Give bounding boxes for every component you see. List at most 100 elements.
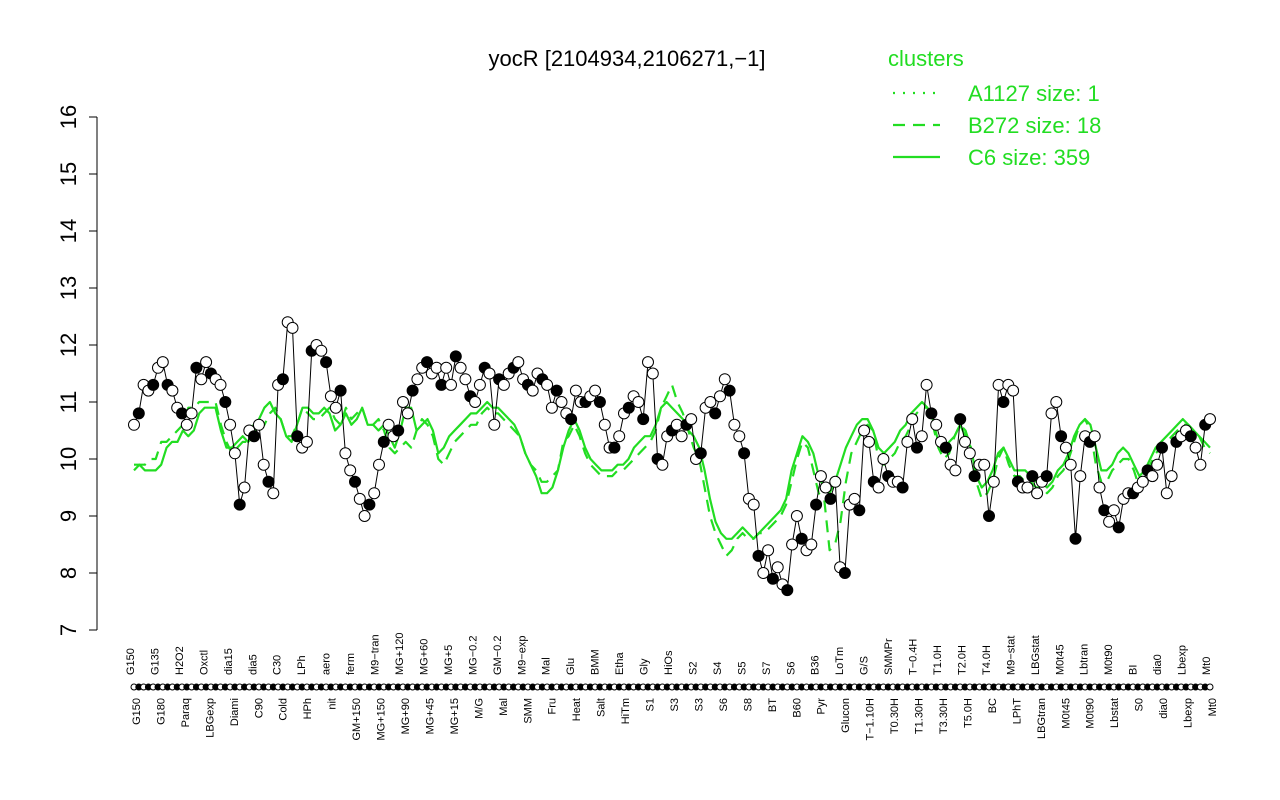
x-tick-label-bottom: MG+45 xyxy=(425,698,437,734)
x-tick-label-bottom: Fru xyxy=(547,698,559,715)
x-tick-label-bottom: Glucon xyxy=(840,698,852,733)
data-point xyxy=(646,367,659,380)
data-point xyxy=(224,418,237,431)
data-point xyxy=(805,538,818,551)
legend-label: B272 size: 18 xyxy=(968,113,1101,138)
data-point xyxy=(858,424,871,437)
x-tick-label-top: MG+60 xyxy=(419,639,431,675)
x-tick-label-top: HiOs xyxy=(663,650,675,675)
data-point xyxy=(925,407,938,420)
data-point xyxy=(349,475,361,488)
data-point xyxy=(987,475,1000,488)
x-tick-label-top: dia0 xyxy=(1152,654,1164,675)
data-point xyxy=(219,396,232,408)
data-point xyxy=(545,401,558,414)
y-tick-label: 12 xyxy=(56,333,81,357)
x-tick-label-bottom: HiTm xyxy=(620,698,632,724)
x-tick-label-bottom: dia0 xyxy=(1158,698,1170,719)
data-point xyxy=(829,475,842,488)
data-point xyxy=(257,458,270,471)
x-tick-label-bottom: B60 xyxy=(791,698,803,718)
x-tick-label-top: T−0.4H xyxy=(908,639,920,675)
x-tick-label-top: SMMPr xyxy=(883,638,895,675)
x-tick-label-bottom: LBGexp xyxy=(204,698,216,738)
x-tick-label-top: M9−exp xyxy=(516,636,528,675)
x-tick-label-top: H2O2 xyxy=(174,646,186,675)
data-point xyxy=(488,418,501,431)
data-point xyxy=(382,418,395,431)
x-tick-label-bottom: S3 xyxy=(694,698,706,711)
x-tick-label-top: T1.0H xyxy=(932,645,944,675)
data-point xyxy=(497,378,510,391)
data-point xyxy=(1050,396,1063,408)
y-tick-label: 11 xyxy=(56,391,81,414)
data-point xyxy=(228,447,241,460)
data-point xyxy=(344,464,357,477)
x-tick-label-top: G150 xyxy=(125,648,137,675)
x-tick-label-top: Gly xyxy=(639,658,651,675)
data-point xyxy=(872,481,885,494)
data-point xyxy=(363,498,376,511)
data-point xyxy=(862,435,875,448)
legend-label: C6 size: 359 xyxy=(968,145,1090,170)
data-point xyxy=(190,361,203,374)
data-point xyxy=(252,418,265,431)
data-point xyxy=(704,396,717,408)
x-tick-label-bottom: S1 xyxy=(645,698,657,711)
x-tick-label-top: M9−stat xyxy=(1005,636,1017,675)
x-tick-label-bottom: T3.30H xyxy=(938,698,950,734)
x-tick-label-top: LoTm xyxy=(834,647,846,675)
data-point xyxy=(1045,407,1058,420)
data-point xyxy=(358,510,371,522)
data-point xyxy=(819,481,832,494)
x-tick-label-bottom: HPh xyxy=(302,698,314,719)
rug-marker xyxy=(1206,683,1214,691)
data-point xyxy=(1074,470,1087,483)
data-point xyxy=(723,384,736,397)
data-point xyxy=(565,413,578,426)
x-tick-label-bottom: M/G xyxy=(473,698,485,719)
data-point xyxy=(920,378,933,391)
data-points xyxy=(128,316,1216,597)
data-point xyxy=(1204,413,1216,426)
data-point xyxy=(718,373,731,386)
x-tick-label-top: aero xyxy=(321,653,333,675)
data-point xyxy=(656,458,669,471)
data-point xyxy=(762,544,775,557)
x-tick-label-bottom: G150 xyxy=(131,698,143,725)
data-point xyxy=(694,447,707,460)
x-tick-label-top: M9−tran xyxy=(370,634,382,675)
chart-title-group: yocR [2104934,2106271,−1] xyxy=(488,46,765,71)
data-point xyxy=(814,470,827,483)
data-point xyxy=(1136,475,1149,488)
x-tick-label-top: Mal xyxy=(541,657,553,675)
x-tick-label-top: Mt0 xyxy=(1201,657,1213,675)
x-tick-label-top: Lbexp xyxy=(1177,645,1189,675)
x-tick-label-top: Oxctl xyxy=(198,650,210,675)
x-tick-label-bottom: S6 xyxy=(718,698,730,711)
data-point xyxy=(1194,458,1207,471)
data-point xyxy=(1165,470,1178,483)
data-point xyxy=(368,487,381,500)
data-point xyxy=(1112,521,1125,534)
x-tick-label-bottom: M0t90 xyxy=(1085,698,1097,729)
data-point xyxy=(978,458,991,471)
data-point xyxy=(949,464,962,477)
data-point xyxy=(901,435,914,448)
profile-line xyxy=(133,320,1211,592)
y-tick-label: 8 xyxy=(56,567,81,579)
x-tick-label-bottom: Mal xyxy=(498,698,510,716)
data-point xyxy=(262,475,275,488)
data-point xyxy=(397,396,409,408)
data-point xyxy=(454,361,467,374)
data-point xyxy=(1026,470,1039,483)
x-tick-label-top: S7 xyxy=(761,662,773,675)
data-point xyxy=(156,356,169,369)
data-point xyxy=(877,453,890,465)
data-point xyxy=(810,498,823,511)
data-point xyxy=(930,418,943,431)
x-tick-label-bottom: Heat xyxy=(571,698,583,721)
x-tick-label-top: B36 xyxy=(810,655,822,675)
data-point xyxy=(738,447,751,460)
